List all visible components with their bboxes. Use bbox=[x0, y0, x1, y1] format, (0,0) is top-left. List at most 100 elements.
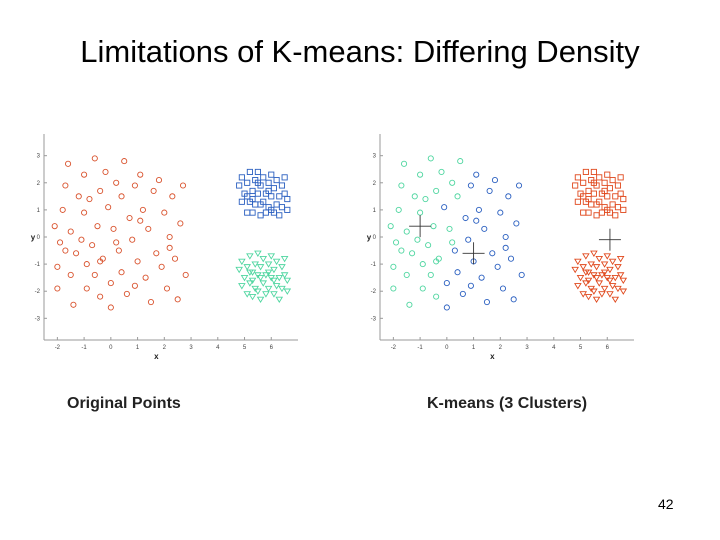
data-point-series-2 bbox=[574, 198, 581, 205]
data-point-series-2 bbox=[609, 177, 616, 184]
data-point-series-1 bbox=[268, 206, 275, 213]
data-point-series-3 bbox=[582, 269, 590, 276]
data-point-series-1 bbox=[499, 285, 507, 292]
x-tick-label: -2 bbox=[55, 345, 61, 351]
data-point-series-0 bbox=[139, 206, 146, 213]
data-point-series-3 bbox=[608, 258, 617, 266]
data-point-series-0 bbox=[427, 155, 434, 162]
data-point-series-1 bbox=[236, 182, 243, 189]
data-point-series-0 bbox=[401, 160, 408, 167]
data-point-series-2 bbox=[256, 296, 265, 304]
data-point-series-3 bbox=[595, 256, 604, 263]
data-point-series-1 bbox=[265, 187, 272, 194]
data-point-series-3 bbox=[592, 264, 601, 271]
data-point-series-3 bbox=[590, 250, 598, 257]
data-point-series-0 bbox=[433, 293, 440, 300]
data-point-series-3 bbox=[600, 261, 609, 268]
y-tick-label: 2 bbox=[373, 181, 377, 187]
data-point-series-0 bbox=[62, 182, 69, 189]
data-point-series-1 bbox=[467, 182, 474, 189]
data-point-series-2 bbox=[243, 264, 251, 271]
x-tick-label: -2 bbox=[391, 345, 397, 351]
y-tick-label: -3 bbox=[35, 316, 41, 322]
data-point-series-0 bbox=[409, 250, 416, 257]
data-point-series-0 bbox=[457, 158, 464, 165]
data-point-series-0 bbox=[454, 193, 461, 200]
data-point-series-1 bbox=[459, 290, 466, 297]
data-point-series-0 bbox=[414, 236, 421, 243]
data-point-series-2 bbox=[238, 258, 246, 266]
data-point-series-0 bbox=[166, 244, 173, 251]
data-point-series-1 bbox=[254, 179, 261, 186]
data-point-series-2 bbox=[598, 209, 605, 216]
original-points-caption: Original Points bbox=[67, 395, 181, 412]
data-point-series-0 bbox=[67, 271, 74, 278]
data-point-series-0 bbox=[131, 182, 138, 189]
data-point-series-1 bbox=[507, 255, 515, 262]
data-point-series-0 bbox=[115, 247, 122, 254]
data-point-series-0 bbox=[81, 171, 88, 178]
data-point-series-0 bbox=[150, 187, 157, 194]
data-point-series-1 bbox=[483, 299, 490, 306]
data-point-series-1 bbox=[281, 174, 288, 181]
kmeans-caption: K-means (3 Clusters) bbox=[427, 395, 588, 412]
data-point-series-2 bbox=[248, 293, 257, 301]
data-point-series-3 bbox=[584, 277, 593, 285]
data-point-series-3 bbox=[608, 283, 617, 290]
data-point-series-3 bbox=[614, 285, 622, 293]
data-point-series-2 bbox=[582, 168, 589, 175]
data-point-series-2 bbox=[590, 179, 597, 186]
data-point-series-2 bbox=[604, 193, 611, 200]
x-tick-label: 5 bbox=[579, 345, 583, 351]
data-point-series-0 bbox=[163, 285, 171, 292]
y-tick-label: -2 bbox=[371, 289, 377, 295]
data-point-series-0 bbox=[65, 160, 72, 167]
data-point-series-1 bbox=[265, 179, 272, 186]
data-point-series-3 bbox=[571, 266, 579, 274]
data-point-series-0 bbox=[406, 301, 413, 308]
data-point-series-3 bbox=[600, 269, 609, 276]
data-point-series-0 bbox=[70, 301, 77, 308]
data-point-series-0 bbox=[131, 282, 138, 289]
data-point-series-3 bbox=[592, 275, 601, 282]
data-point-series-1 bbox=[515, 182, 523, 189]
data-point-series-2 bbox=[243, 291, 251, 298]
centroid-marker bbox=[462, 242, 485, 265]
data-point-series-1 bbox=[281, 190, 288, 197]
data-point-series-2 bbox=[270, 266, 278, 274]
x-tick-label: 2 bbox=[499, 345, 503, 351]
data-point-series-0 bbox=[427, 271, 434, 278]
data-point-series-2 bbox=[617, 190, 624, 197]
x-axis-label: x bbox=[154, 352, 159, 361]
data-point-series-2 bbox=[270, 291, 278, 298]
centroid-marker bbox=[409, 215, 432, 238]
kmeans-scatter-plot: -2 -1 0 1 2 3 4 5 6 3 2 1 0 -1 -2 -3 x y bbox=[367, 134, 634, 361]
data-point-series-0 bbox=[179, 182, 187, 189]
x-tick-label: 1 bbox=[472, 345, 476, 351]
data-point-series-1 bbox=[513, 220, 520, 227]
data-point-series-1 bbox=[254, 168, 261, 175]
data-point-series-1 bbox=[491, 177, 499, 184]
data-point-series-0 bbox=[105, 204, 112, 211]
data-point-series-2 bbox=[254, 288, 262, 295]
data-point-series-3 bbox=[576, 275, 585, 282]
data-point-series-0 bbox=[425, 242, 432, 249]
data-point-series-2 bbox=[264, 285, 273, 293]
data-point-series-1 bbox=[268, 171, 275, 178]
data-point-series-0 bbox=[166, 233, 173, 241]
y-tick-label: 1 bbox=[373, 208, 377, 214]
data-point-series-0 bbox=[390, 285, 397, 292]
data-point-series-2 bbox=[580, 193, 587, 200]
y-tick-label: 2 bbox=[37, 181, 41, 187]
data-point-series-0 bbox=[145, 225, 152, 232]
x-tick-label: 4 bbox=[216, 345, 220, 351]
data-point-series-0 bbox=[147, 299, 154, 306]
data-point-series-0 bbox=[118, 269, 125, 276]
data-point-series-2 bbox=[574, 174, 581, 181]
data-point-series-0 bbox=[56, 239, 64, 246]
data-point-series-0 bbox=[83, 261, 90, 268]
x-tick-label: -1 bbox=[417, 345, 423, 351]
data-point-series-0 bbox=[83, 285, 90, 292]
data-point-series-1 bbox=[257, 212, 264, 219]
data-point-series-0 bbox=[419, 261, 426, 268]
